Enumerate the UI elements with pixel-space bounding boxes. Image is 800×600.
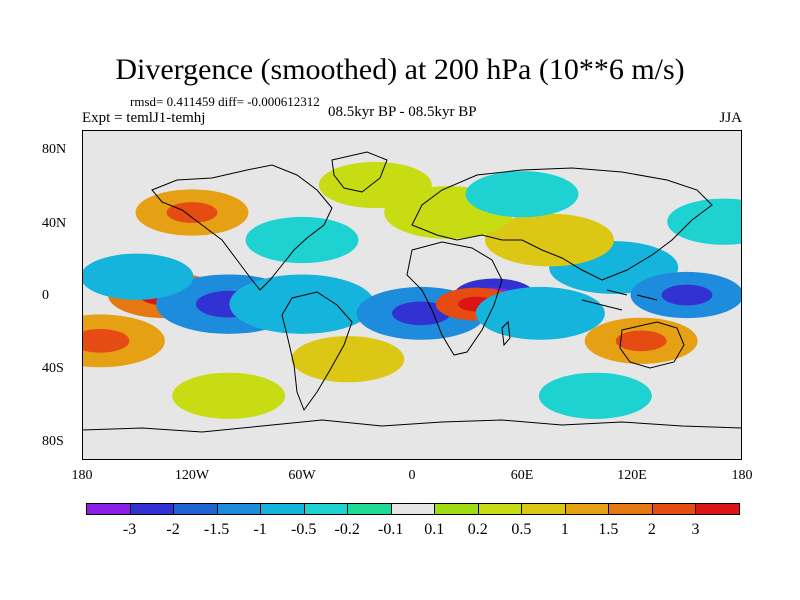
chart-title: Divergence (smoothed) at 200 hPa (10**6 … [115, 53, 685, 86]
lon-label-120w: 120W [174, 468, 210, 483]
lat-label-40n: 40N [42, 216, 67, 231]
period-label: 08.5kyr BP - 08.5kyr BP [328, 104, 477, 120]
coastline-madagascar [501, 320, 511, 347]
coastline-indonesia [581, 289, 658, 311]
colorbar-label-0: -3 [122, 521, 137, 538]
divergence-blob-4 [229, 274, 375, 334]
divergence-core-12 [615, 330, 667, 352]
colorbar-box-9 [477, 503, 523, 515]
colorbar-label-1: -2 [166, 521, 180, 538]
colorbar-box-12 [608, 503, 653, 515]
colorbar-label-11: 1.5 [598, 521, 619, 538]
colorbar-box-4 [260, 503, 305, 515]
colorbar-box-2 [173, 503, 218, 515]
lat-label-eq: 0 [42, 288, 49, 303]
colorbar-box-10 [521, 503, 566, 515]
coastline-eurasia [411, 167, 713, 281]
coastline-antarctica [82, 419, 742, 433]
colorbar-box-14 [695, 503, 740, 515]
lon-label-180w: 180 [71, 468, 93, 483]
divergence-blob-21 [465, 171, 579, 218]
colorbar-box-6 [347, 503, 392, 515]
colorbar-label-5: -0.2 [334, 521, 360, 538]
divergence-blob-20 [245, 216, 359, 264]
colorbar-label-9: 0.5 [511, 521, 532, 538]
lon-label-0: 0 [408, 468, 416, 483]
colorbar-box-13 [651, 503, 697, 515]
divergence-blob-17 [318, 161, 432, 209]
divergence-core-11 [661, 284, 713, 306]
stats-text: rmsd= 0.411459 diff= -0.000612312 [130, 94, 320, 109]
colorbar-label-10: 1 [560, 521, 569, 538]
colorbar [86, 503, 740, 515]
divergence-blob-9 [475, 286, 605, 340]
coastline-south-america [281, 291, 353, 412]
colorbar-box-0 [86, 503, 131, 515]
colorbar-label-3: -1 [253, 521, 267, 538]
divergence-blob-18 [538, 372, 652, 419]
colorbar-label-6: -0.1 [378, 521, 404, 538]
divergence-blob-16 [667, 198, 742, 245]
divergence-core-1 [82, 328, 130, 353]
map-plot-area [82, 130, 742, 460]
colorbar-label-4: -0.5 [290, 521, 317, 538]
colorbar-label-13: 3 [691, 521, 700, 538]
coastline-africa [406, 241, 503, 356]
lat-label-80n: 80N [42, 142, 67, 157]
colorbar-box-8 [434, 503, 479, 515]
colorbar-label-8: 0.2 [467, 521, 488, 538]
season-label: JJA [719, 110, 742, 126]
lon-label-60w: 60W [288, 468, 316, 483]
divergence-map [82, 151, 742, 433]
colorbar-label-12: 2 [647, 521, 656, 538]
lon-label-60e: 60E [510, 468, 534, 483]
lon-label-180e: 180 [731, 468, 753, 483]
lat-label-40s: 40S [42, 361, 64, 376]
divergence-blob-13 [484, 213, 615, 267]
lat-label-80s: 80S [42, 434, 64, 449]
colorbar-box-11 [564, 503, 610, 515]
lon-label-120e: 120E [617, 468, 647, 483]
divergence-blob-19 [172, 372, 286, 419]
colorbar-label-2: -1.5 [203, 521, 230, 538]
divergence-blob-5 [291, 336, 405, 383]
colorbar-box-5 [303, 503, 349, 515]
colorbar-box-1 [129, 503, 175, 515]
coastline-greenland [331, 151, 388, 193]
coastline-north-america [151, 164, 333, 291]
experiment-label: Expt = temlJ1-temhj [82, 110, 206, 126]
divergence-core-14 [166, 202, 218, 223]
colorbar-box-3 [216, 503, 262, 515]
coastline-australia [619, 321, 685, 369]
colorbar-box-7 [390, 503, 436, 515]
divergence-blob-3 [82, 253, 194, 300]
colorbar-label-7: 0.1 [424, 521, 445, 538]
